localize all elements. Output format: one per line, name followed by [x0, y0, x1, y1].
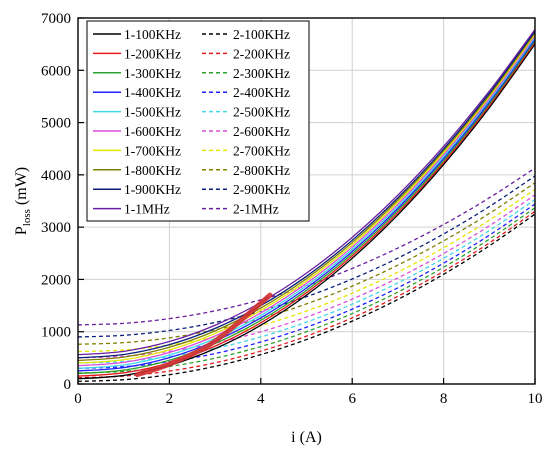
y-tick-label: 4000: [41, 168, 71, 184]
legend-label: 1-700KHz: [124, 143, 181, 158]
legend-label: 2-600KHz: [233, 124, 290, 139]
plot-frame: [77, 17, 536, 385]
y-tick-label: 2000: [41, 272, 71, 288]
y-tick-label: 3000: [41, 220, 71, 236]
x-tick-label: 6: [348, 391, 356, 407]
legend-label: 1-100KHz: [124, 27, 181, 42]
legend-box: [86, 20, 310, 222]
y-tick-label: 1000: [41, 325, 71, 341]
x-tick-label: 8: [440, 391, 448, 407]
y-axis-label: Ploss (mW): [13, 167, 33, 235]
x-tick-label: 10: [528, 391, 543, 407]
legend-label: 1-200KHz: [124, 46, 181, 61]
series-2-line-8: [77, 175, 536, 338]
legend-label: 2-700KHz: [233, 143, 290, 158]
legend-label: 2-200KHz: [233, 46, 290, 61]
y-tick-label: 6000: [41, 63, 71, 79]
y-axis-label-main: P: [13, 226, 30, 235]
series-2-line-7: [77, 182, 536, 345]
legend-label: 2-900KHz: [233, 182, 290, 197]
x-tick-label: 4: [257, 391, 265, 407]
legend-label: 1-500KHz: [124, 105, 181, 120]
series-1-line-7: [77, 32, 536, 362]
legend-label: 2-800KHz: [233, 163, 290, 178]
series-1-line-9: [77, 29, 536, 356]
y-axis-label-sub: loss: [21, 209, 33, 226]
legend-label: 2-400KHz: [233, 85, 290, 100]
series-2-line-1: [77, 210, 536, 379]
legend-label: 1-300KHz: [124, 66, 181, 81]
series-1-line-4: [77, 37, 536, 369]
series-1-line-2: [77, 40, 536, 375]
series-1-line-6: [77, 34, 536, 364]
series-2-line-6: [77, 188, 536, 353]
legend-label: 1-400KHz: [124, 85, 181, 100]
series-2-line-0: [77, 213, 536, 383]
legend-label: 1-800KHz: [124, 163, 181, 178]
series-1-line-5: [77, 35, 536, 367]
highlight-curve: [134, 292, 273, 378]
legend-label: 2-100KHz: [233, 27, 290, 42]
y-tick-label: 5000: [41, 116, 71, 132]
legend-label: 1-900KHz: [124, 182, 181, 197]
legend-label: 1-1MHz: [124, 202, 170, 217]
y-tick-label: 7000: [41, 11, 71, 27]
series-1-line-8: [77, 30, 536, 359]
legend-label: 2-300KHz: [233, 66, 290, 81]
y-tick-label: 0: [64, 377, 72, 393]
x-axis-label: i (A): [291, 429, 322, 446]
y-axis-label-unit: (mW): [13, 167, 30, 209]
series-1-line-3: [77, 38, 536, 372]
legend-label: 1-600KHz: [124, 124, 181, 139]
legend-label: 2-1MHz: [233, 202, 279, 217]
legend-label: 2-500KHz: [233, 105, 290, 120]
x-tick-label: 0: [74, 391, 82, 407]
x-tick-label: 2: [166, 391, 174, 407]
